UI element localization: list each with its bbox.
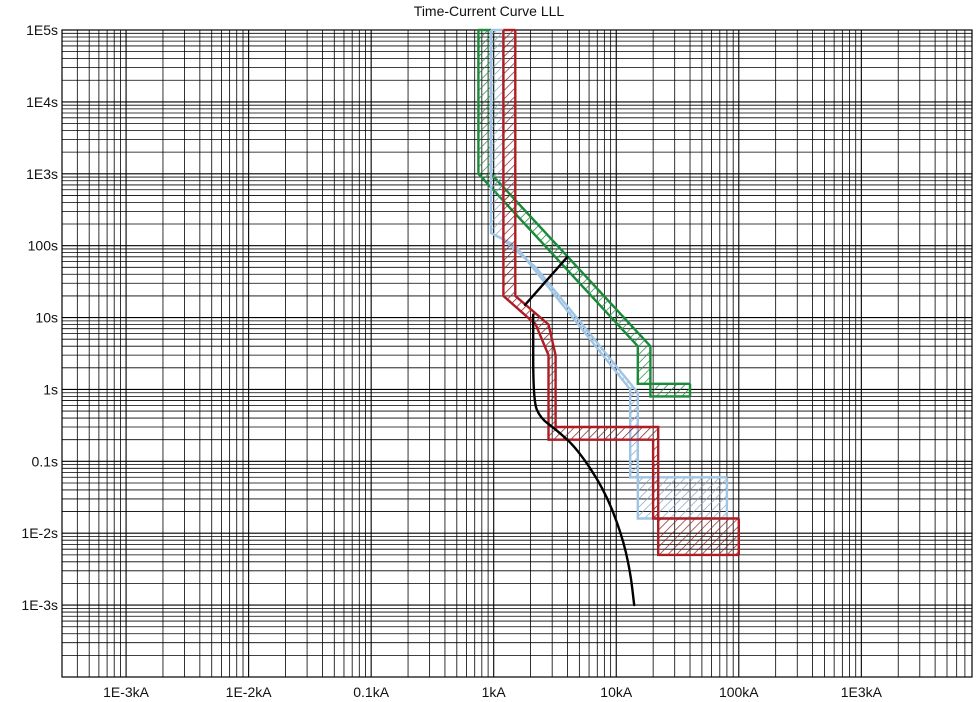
y-tick-label: 100s	[28, 238, 58, 254]
y-tick-label: 1E3s	[26, 166, 58, 182]
bands	[477, 28, 740, 557]
y-tick-label: 1E4s	[26, 94, 58, 110]
y-tick-label: 1E5s	[26, 22, 58, 38]
plot-frame	[61, 29, 973, 678]
band-fill	[478, 30, 690, 397]
x-tick-label: 0.1kA	[353, 684, 389, 700]
y-tick-label: 10s	[35, 310, 58, 326]
band-edge-lower	[477, 30, 690, 385]
curves	[523, 255, 636, 607]
y-tick-label: 1s	[43, 381, 58, 397]
x-tick-label: 100kA	[719, 684, 759, 700]
x-tick-label: 10kA	[600, 684, 633, 700]
band-edge-lower	[502, 30, 739, 520]
x-tick-label: 1kA	[482, 684, 507, 700]
x-tick-label: 1E3kA	[841, 684, 883, 700]
x-tick-label: 1E-2kA	[226, 684, 273, 700]
x-tick-label: 1E-3kA	[103, 684, 150, 700]
plot-area	[62, 30, 972, 677]
device-curve	[532, 313, 636, 607]
band-edge-lower	[489, 30, 727, 479]
chart-title: Time-Current Curve LLL	[413, 3, 565, 19]
y-tick-label: 0.1s	[32, 453, 58, 469]
y-tick-label: 1E-3s	[21, 597, 58, 613]
y-tick-label: 1E-2s	[21, 525, 58, 541]
tick-labels: 1E-3kA 1E-2kA 0.1kA 1kA 10kA 100kA 1E3kA 1E5s 1E…	[21, 22, 882, 700]
device-curve	[523, 255, 569, 307]
band-edge-upper	[514, 30, 739, 557]
